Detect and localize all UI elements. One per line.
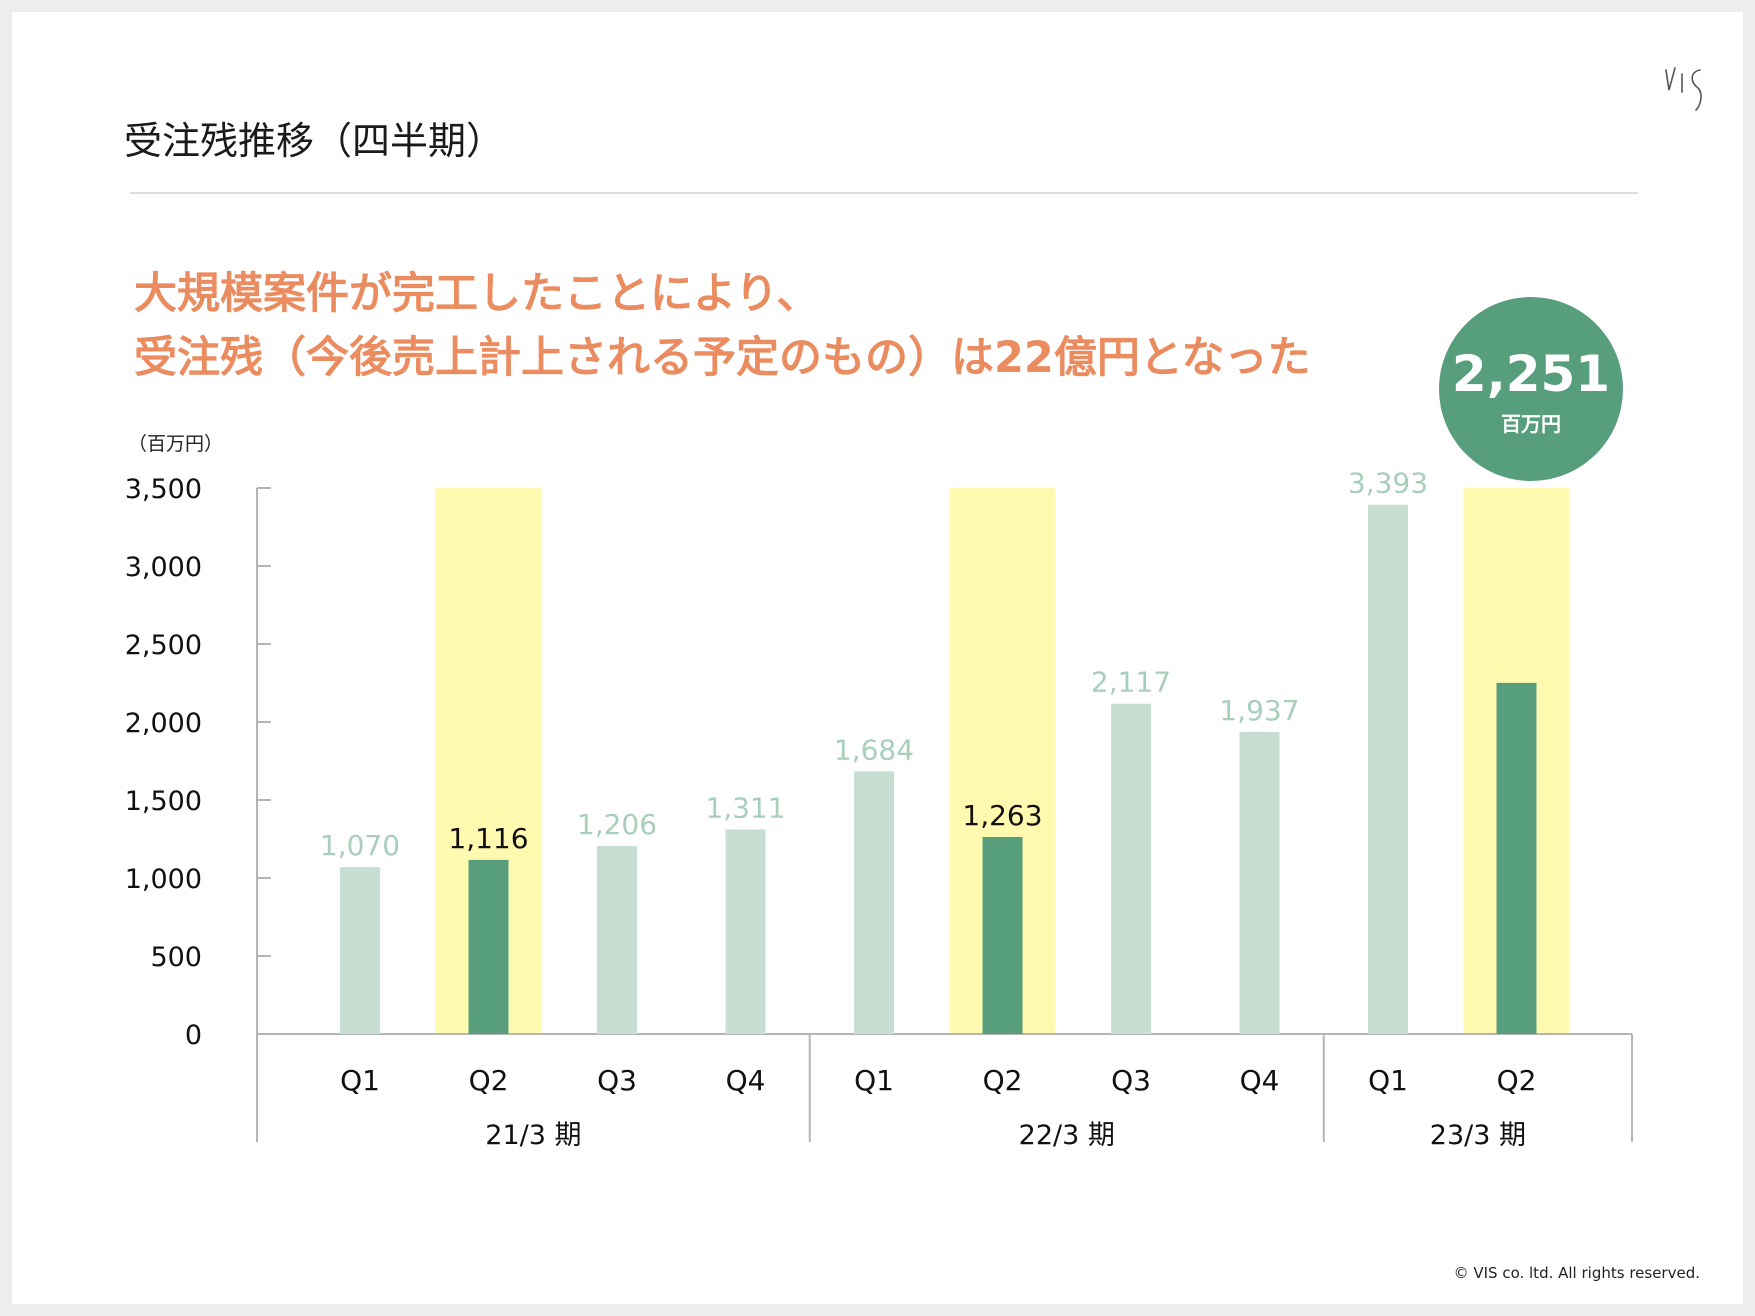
y-tick-label: 1,500 <box>125 786 202 817</box>
vis-logo-mark <box>1665 67 1702 111</box>
headline-line-2: 受注残（今後売上計上される予定のもの）は22億円となった <box>134 333 1311 383</box>
x-tick-label: Q1 <box>1368 1064 1408 1097</box>
group-label: 22/3 期 <box>1019 1120 1115 1151</box>
data-label: 1,684 <box>834 733 914 766</box>
bar <box>468 859 509 1034</box>
page-title: 受注残推移（四半期） <box>124 119 505 163</box>
y-tick-label: 2,500 <box>125 630 202 661</box>
x-tick-label: Q4 <box>726 1064 766 1097</box>
y-tick-label: 3,500 <box>125 474 202 505</box>
x-tick-label: Q1 <box>340 1064 380 1097</box>
bar <box>1496 682 1537 1034</box>
order-backlog-chart: 0 500 1,000 1,500 2,000 2,500 3,000 3,500 21/3 … <box>125 433 1633 1151</box>
y-tick-label: 1,000 <box>125 864 202 895</box>
headline-line-1: 大規模案件が完工したことにより、 <box>134 269 820 319</box>
x-tick-label: Q2 <box>983 1064 1023 1097</box>
data-label: 1,311 <box>705 791 785 824</box>
bar <box>597 845 637 1034</box>
footer-copyright: © VIS co. ltd. All rights reserved. <box>1453 1264 1700 1282</box>
data-label: 1,937 <box>1219 694 1299 727</box>
x-tick-label: Q2 <box>469 1064 509 1097</box>
x-tick-label: Q2 <box>1497 1064 1537 1097</box>
slide: 受注残推移（四半期） 大規模案件が完工したことにより、 受注残（今後売上計上され… <box>12 12 1743 1304</box>
data-label: 1,263 <box>962 799 1042 832</box>
x-tick-label: Q1 <box>854 1064 894 1097</box>
bar <box>1368 504 1408 1034</box>
group-label: 21/3 期 <box>485 1120 581 1151</box>
y-tick-label: 3,000 <box>125 552 202 583</box>
x-tick-label: Q3 <box>597 1064 637 1097</box>
total-badge-value: 2,251 <box>1451 345 1611 403</box>
bar <box>1239 731 1280 1034</box>
total-badge-unit: 百万円 <box>1501 412 1561 436</box>
data-label: 2,117 <box>1091 666 1171 699</box>
y-axis-unit: （百万円） <box>128 433 223 455</box>
y-tick-label: 0 <box>185 1020 202 1051</box>
data-label: 1,206 <box>577 808 657 841</box>
chart-bars <box>340 504 1537 1034</box>
y-tick-label: 2,000 <box>125 708 202 739</box>
headline: 大規模案件が完工したことにより、 受注残（今後売上計上される予定のもの）は22億… <box>134 262 1311 390</box>
vis-logo <box>1660 62 1710 122</box>
bar <box>725 829 766 1034</box>
y-tick-label: 500 <box>150 942 202 973</box>
total-badge: 2,251 百万円 <box>1439 297 1623 481</box>
bar <box>982 836 1023 1034</box>
title-divider <box>130 192 1638 194</box>
bar <box>340 867 380 1034</box>
group-label: 23/3 期 <box>1430 1120 1526 1151</box>
data-label: 1,116 <box>448 822 528 855</box>
x-tick-label: Q3 <box>1111 1064 1151 1097</box>
data-label: 1,070 <box>320 829 400 862</box>
data-label: 3,393 <box>1348 467 1428 500</box>
bar <box>854 771 894 1034</box>
chart-labels: 21/3 期 22/3 期 23/3 期 1,070 Q1 1,116 Q2 1,206 Q3 1… <box>320 467 1537 1151</box>
bar <box>1111 703 1151 1034</box>
chart-axes: 0 500 1,000 1,500 2,000 2,500 3,000 3,500 <box>125 474 1633 1142</box>
x-tick-label: Q4 <box>1240 1064 1280 1097</box>
